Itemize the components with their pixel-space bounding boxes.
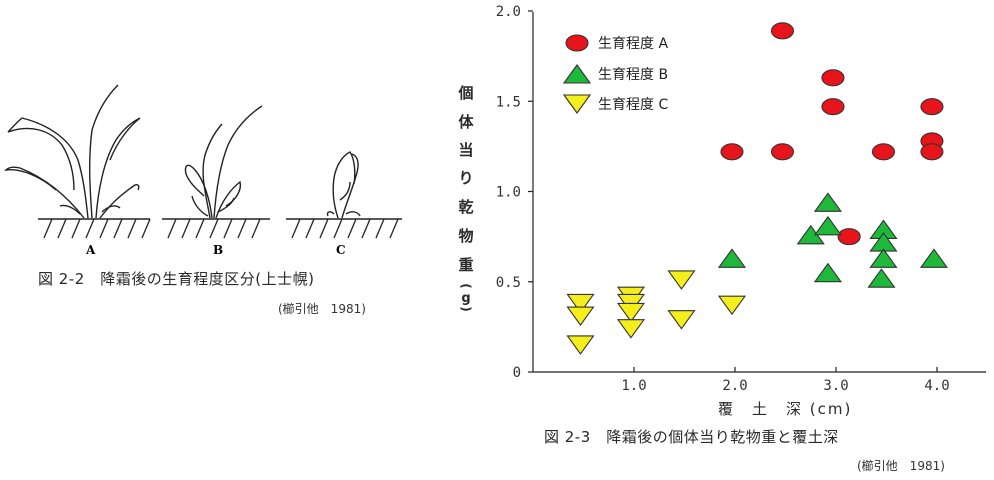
x-tick-label: 2.0 <box>722 378 747 394</box>
x-tick-label: 3.0 <box>823 378 848 394</box>
point-series-c <box>667 270 696 290</box>
point-series-a <box>920 98 944 116</box>
legend-label-c: 生育程度 C <box>598 97 668 113</box>
figure-2-2-caption: 図 2-2 降霜後の生育程度区分(上士幌) <box>38 270 315 288</box>
point-series-c <box>616 302 646 323</box>
point-series-c <box>566 335 595 355</box>
point-series-b <box>919 248 949 268</box>
ground-hatching <box>43 218 399 239</box>
point-series-a <box>720 143 744 161</box>
plant-label-b: B <box>213 243 223 257</box>
legend-marker-c <box>562 94 592 114</box>
point-series-a <box>770 22 795 40</box>
y-tick-label: 0 <box>513 365 521 381</box>
point-series-a <box>821 69 845 87</box>
point-series-b <box>717 248 747 268</box>
y-axis-label-char: 乾 <box>458 198 474 216</box>
y-ticks: 0 0.5 1.0 1.5 2.0 <box>496 4 533 381</box>
point-series-a <box>920 143 944 161</box>
y-axis-label-char: 個 <box>458 84 474 102</box>
y-axis-label-char: り <box>458 169 474 187</box>
point-series-c <box>566 293 595 314</box>
legend-label-a: 生育程度 A <box>598 36 668 52</box>
y-axis-label-char: 重 <box>458 256 474 274</box>
point-series-b <box>813 262 842 283</box>
plant-a-drawing <box>4 84 141 219</box>
point-series-c <box>717 295 747 316</box>
x-tick-label: 1.0 <box>621 378 646 394</box>
legend-marker-b <box>562 64 592 84</box>
y-tick-label: 0.5 <box>496 275 521 291</box>
figure-2-2-citation: (櫛引他 1981) <box>278 302 366 316</box>
point-series-a <box>837 228 861 246</box>
y-axis-label-char: ) <box>459 306 473 312</box>
figure-2-3-caption: 図 2-3 降霜後の個体当り乾物重と覆土深 <box>544 428 839 446</box>
data-points <box>566 22 949 355</box>
point-series-a <box>871 143 896 161</box>
point-series-c <box>667 310 696 330</box>
y-axis-label-char: g <box>461 291 471 306</box>
figure-2-3-citation: (櫛引他 1981) <box>857 459 945 473</box>
point-series-a <box>770 143 795 161</box>
x-tick-label: 4.0 <box>924 378 949 394</box>
legend-label-b: 生育程度 B <box>598 67 668 83</box>
legend: 生育程度 A 生育程度 B 生育程度 C <box>562 34 668 114</box>
plant-b-drawing <box>184 105 263 219</box>
plant-label-a: A <box>85 243 96 257</box>
point-series-c <box>616 319 646 339</box>
y-tick-label: 1.5 <box>496 94 521 110</box>
plant-c-drawing <box>326 151 361 219</box>
y-tick-label: 2.0 <box>496 4 521 20</box>
point-series-c <box>566 306 595 326</box>
point-series-b <box>867 268 896 288</box>
point-series-b <box>813 192 842 212</box>
x-ticks: 1.0 2.0 3.0 4.0 <box>621 367 950 394</box>
point-series-a <box>821 98 845 116</box>
point-series-b <box>813 215 842 236</box>
y-tick-label: 1.0 <box>496 185 521 201</box>
legend-marker-a <box>565 34 589 52</box>
point-series-b <box>869 248 898 268</box>
plant-label-c: C <box>336 243 346 257</box>
y-axis-label-char: 体 <box>458 113 474 131</box>
y-axis-label-char: 物 <box>458 227 474 245</box>
x-axis-label: 覆 土 深 (cm) <box>718 400 853 418</box>
y-axis-label-char: 当 <box>458 141 474 159</box>
